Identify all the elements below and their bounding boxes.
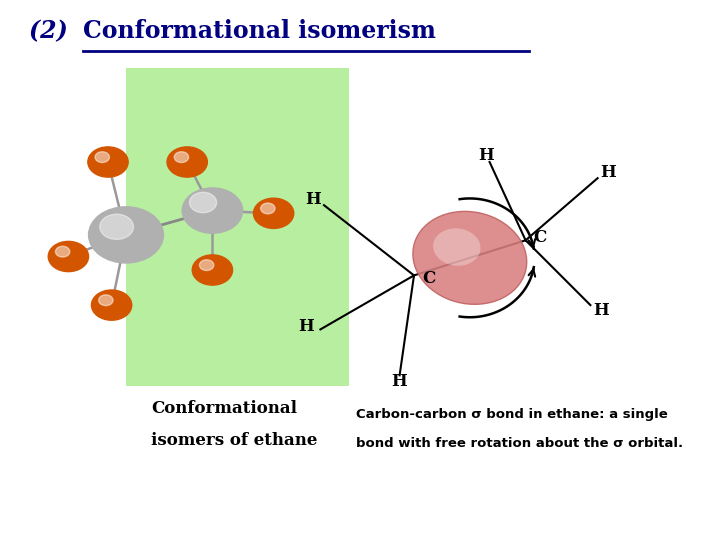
Circle shape (100, 214, 133, 239)
Circle shape (174, 152, 189, 163)
Ellipse shape (413, 211, 527, 305)
Circle shape (253, 198, 294, 228)
Text: Carbon-carbon σ bond in ethane: a single: Carbon-carbon σ bond in ethane: a single (356, 408, 668, 421)
Text: H: H (305, 191, 321, 208)
Circle shape (91, 290, 132, 320)
Circle shape (261, 203, 275, 214)
Text: bond with free rotation about the σ orbital.: bond with free rotation about the σ orbi… (356, 437, 683, 450)
Text: H: H (478, 147, 494, 164)
Text: isomers of ethane: isomers of ethane (151, 432, 318, 449)
Circle shape (95, 152, 109, 163)
Circle shape (189, 192, 217, 213)
FancyBboxPatch shape (126, 68, 349, 386)
Circle shape (182, 188, 243, 233)
Text: H: H (392, 373, 408, 390)
Circle shape (199, 260, 214, 271)
Text: C: C (423, 269, 436, 287)
Circle shape (88, 147, 128, 177)
Text: (2): (2) (29, 19, 84, 43)
Text: H: H (298, 318, 314, 335)
Circle shape (192, 255, 233, 285)
Text: Conformational: Conformational (151, 400, 297, 416)
Text: C: C (533, 229, 546, 246)
Ellipse shape (433, 228, 480, 266)
Circle shape (89, 207, 163, 263)
Circle shape (48, 241, 89, 272)
Circle shape (167, 147, 207, 177)
Circle shape (99, 295, 113, 306)
Text: Conformational isomerism: Conformational isomerism (83, 19, 436, 43)
Text: H: H (593, 302, 609, 319)
Text: H: H (600, 164, 616, 181)
Circle shape (55, 246, 70, 257)
